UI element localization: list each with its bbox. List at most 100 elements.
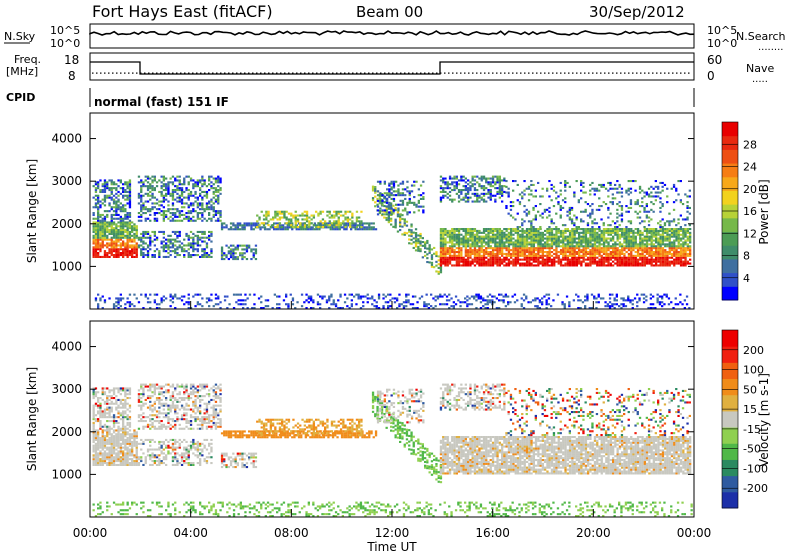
power-cell [530, 236, 532, 238]
power-cell [485, 187, 487, 189]
power-cell [592, 247, 594, 249]
nave-dot [208, 73, 210, 74]
power-cell [156, 303, 158, 305]
power-cell [256, 226, 258, 228]
power-cell [400, 213, 402, 215]
power-cell [668, 213, 670, 215]
power-cell [287, 226, 289, 228]
power-cell [451, 238, 453, 240]
nave-dot [132, 73, 134, 74]
power-cell [170, 239, 172, 241]
power-cell [639, 243, 641, 245]
power-cell [172, 212, 174, 214]
power-cell [571, 249, 573, 251]
power-cell [108, 233, 110, 235]
power-cell [585, 253, 587, 255]
power-cell [472, 176, 474, 178]
power-cell [619, 264, 621, 266]
power-cell [682, 255, 684, 257]
power-cell [399, 221, 401, 223]
power-cell [542, 232, 544, 234]
power-cell [619, 215, 621, 217]
power-cell [334, 228, 336, 230]
power-cell [97, 223, 99, 225]
power-cell [147, 254, 149, 256]
power-cell [535, 217, 537, 219]
nave-dot [388, 73, 390, 74]
nave-dot [348, 73, 350, 74]
power-cell [115, 241, 117, 243]
power-cell [682, 251, 684, 253]
power-cell [492, 236, 494, 238]
power-cell [122, 248, 124, 250]
power-cell [111, 193, 113, 195]
power-cell [499, 179, 501, 181]
power-cell [512, 201, 514, 203]
power-cell [442, 253, 444, 255]
power-cell [496, 261, 498, 263]
power-cell [521, 255, 523, 257]
power-cell [684, 234, 686, 236]
power-cell [591, 209, 593, 211]
power-cell [147, 208, 149, 210]
power-cell [104, 181, 106, 183]
power-cell [659, 201, 661, 203]
power-cell [338, 211, 340, 213]
power-cell [215, 191, 217, 193]
power-cell [675, 238, 677, 240]
power-cell [188, 218, 190, 220]
power-cell [542, 238, 544, 240]
power-cell [517, 236, 519, 238]
power-cell [97, 294, 99, 296]
power-cell [129, 305, 131, 307]
power-cell [551, 263, 553, 265]
power-cell [93, 229, 95, 231]
power-cell [528, 255, 530, 257]
power-cell [217, 218, 219, 220]
power-cell [368, 226, 370, 228]
power-cell [221, 224, 223, 226]
power-cell [343, 228, 345, 230]
power-cell [537, 230, 539, 232]
power-cell [583, 238, 585, 240]
power-cell [571, 220, 573, 222]
power-cell [179, 246, 181, 248]
power-cell [375, 228, 377, 230]
power-cell [120, 225, 122, 227]
power-cell [494, 261, 496, 263]
power-cell [533, 247, 535, 249]
power-cell [442, 238, 444, 240]
power-cell [172, 181, 174, 183]
power-cell [385, 296, 387, 298]
power-cell [106, 210, 108, 212]
power-cell [279, 218, 281, 220]
power-cell [589, 238, 591, 240]
power-cell [215, 199, 217, 201]
power-cell [478, 245, 480, 247]
power-cell [422, 196, 424, 198]
power-cell [485, 178, 487, 180]
power-cell [474, 183, 476, 185]
power-cell [179, 244, 181, 246]
nave-dot [256, 73, 258, 74]
power-cell [499, 236, 501, 238]
power-cell [564, 243, 566, 245]
power-cell [290, 294, 292, 296]
power-cell [630, 203, 632, 205]
power-cell [626, 251, 628, 253]
power-cell [546, 263, 548, 265]
power-cell [553, 234, 555, 236]
power-cell [136, 256, 138, 258]
power-cell [596, 251, 598, 253]
nave-dot [140, 73, 142, 74]
power-cell [326, 215, 328, 217]
power-cell [662, 234, 664, 236]
power-cell [111, 248, 113, 250]
power-cell [664, 249, 666, 251]
power-cell [677, 222, 679, 224]
power-cell [474, 201, 476, 203]
power-cell [505, 192, 507, 194]
power-cell [449, 230, 451, 232]
power-cell [591, 220, 593, 222]
power-cell [161, 299, 163, 301]
